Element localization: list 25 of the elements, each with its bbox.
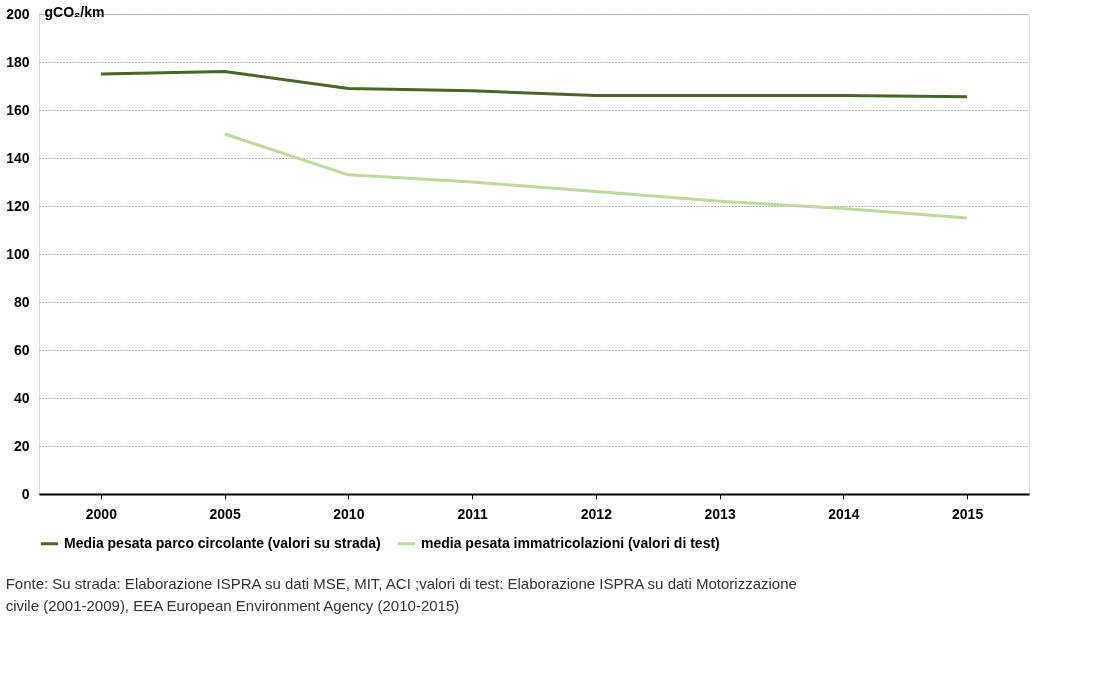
y-tick-label: 60 <box>13 341 30 358</box>
y-tick-label: 160 <box>6 101 30 118</box>
x-tick-label: 2000 <box>85 505 118 522</box>
x-tick-label: 2013 <box>704 505 736 522</box>
x-tick-label: 2012 <box>580 505 613 522</box>
x-tick-label: 2014 <box>828 505 860 522</box>
y-tick-label: 120 <box>6 197 30 214</box>
x-tick-label: 2015 <box>952 505 984 522</box>
line-series <box>99 70 969 99</box>
x-tick-label: 2011 <box>457 505 489 522</box>
y-tick-label: 80 <box>13 293 30 310</box>
y-tick-label: 200 <box>6 5 30 22</box>
y-tick-label: 20 <box>13 437 30 454</box>
y-axis-title: gCO₂/km <box>44 3 105 20</box>
y-tick-label: 100 <box>6 245 30 262</box>
legend-label: Media pesata parco circolante (valori su strada) <box>64 534 381 551</box>
y-tick-label: 140 <box>6 149 30 166</box>
source-note: Fonte: Su strada: Elaborazione ISPRA su dati MSE, MIT, ACI ;valori di test: Elaborazione ISPRA su dati Motorizzazione civile (2001-2009), EEA European Environment Agency (2010-2015) <box>5 575 797 614</box>
x-tick-label: 2010 <box>333 505 365 522</box>
x-tick-label: 2005 <box>209 505 241 522</box>
y-tick-label: 0 <box>21 485 30 502</box>
line-series <box>223 132 969 220</box>
y-tick-label: 40 <box>13 389 30 406</box>
legend-label: media pesata immatricolazioni (valori di test) <box>421 534 720 551</box>
y-tick-label: 180 <box>6 53 30 70</box>
